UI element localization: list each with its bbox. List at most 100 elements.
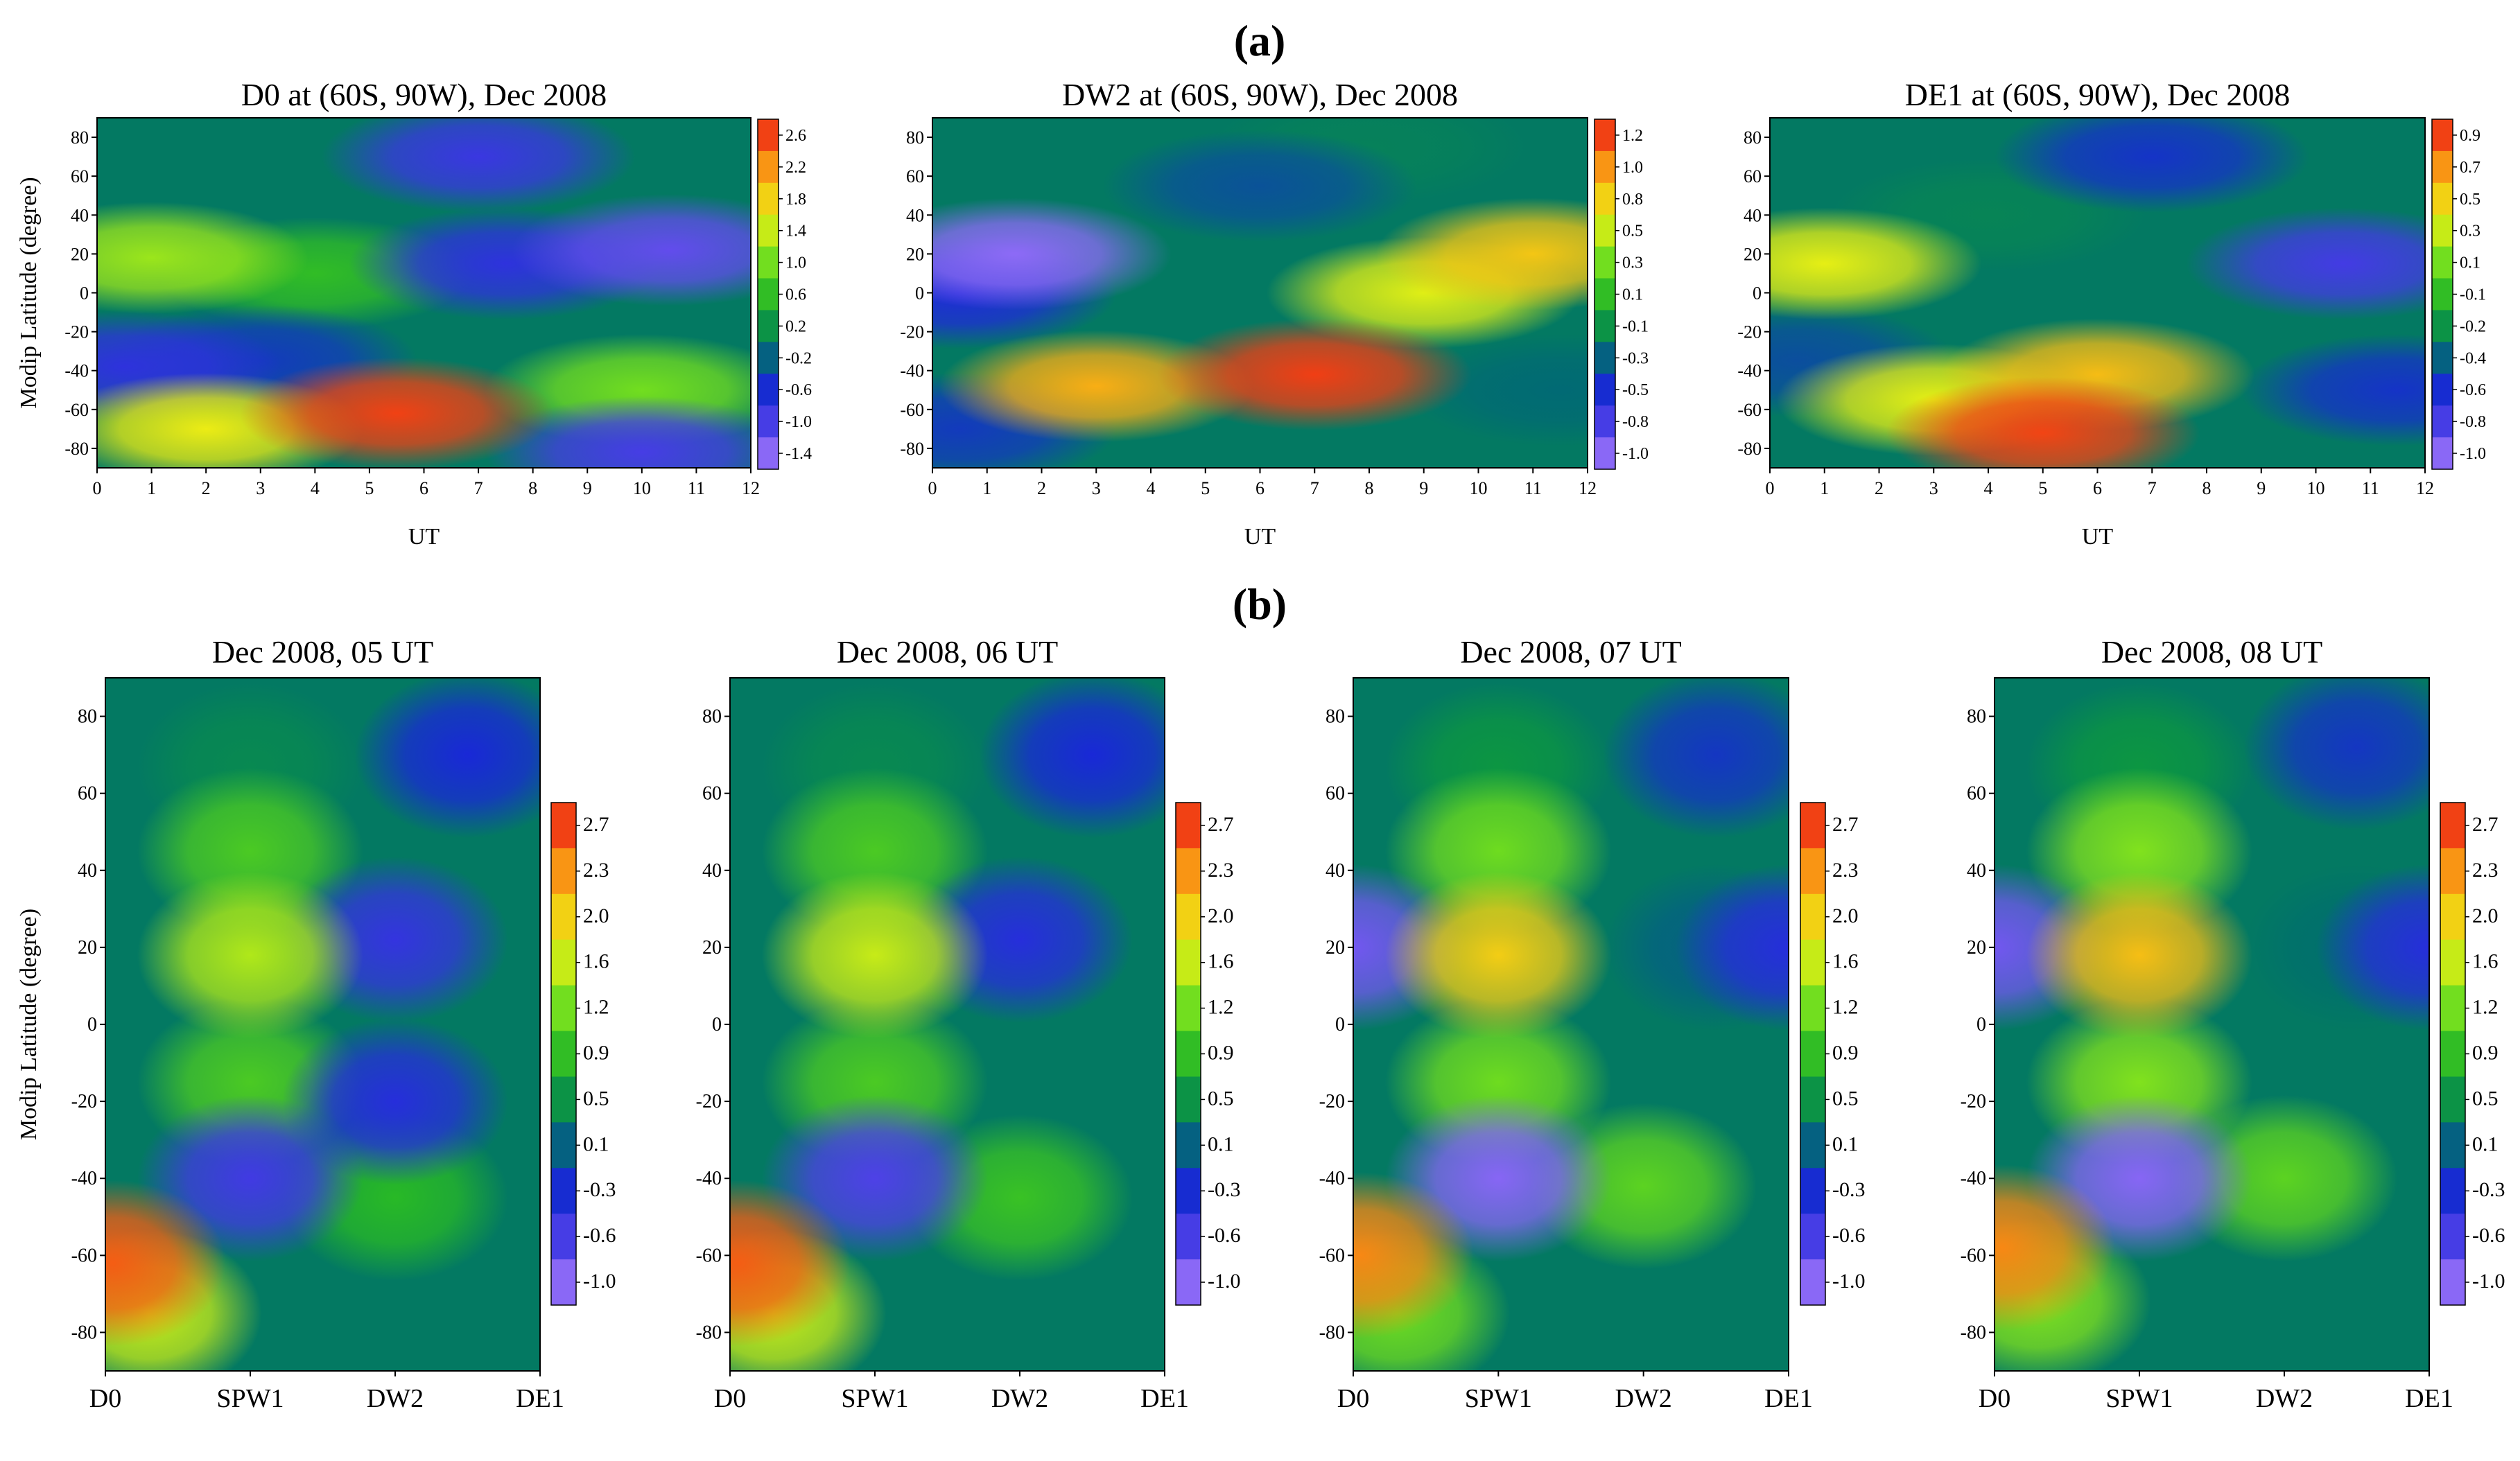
category-label: DE1 [1764,1384,1813,1413]
colorbar-label: -1.0 [1208,1270,1241,1293]
colorbar-label: -1.0 [2460,445,2486,463]
colorbar-segment [1800,1168,1825,1214]
colorbar-segment [2432,182,2453,216]
colorbar-segment [758,182,779,216]
y-tick-label: 40 [71,205,89,225]
y-tick-label: 0 [915,283,924,304]
colorbar-label: 1.4 [785,222,806,240]
y-tick-label: -20 [71,1091,97,1112]
colorbar-segment [1176,848,1201,895]
colorbar-segment [1594,182,1615,216]
y-tick-label: -20 [1319,1091,1345,1112]
colorbar-segment [551,1122,576,1169]
chart-title: DE1 at (60S, 90W), Dec 2008 [1905,77,2291,112]
colorbar-label: 0.5 [583,1087,609,1110]
y-tick-label: 0 [712,1014,722,1035]
chart-title: Dec 2008, 05 UT [212,634,433,670]
heatmap-field [1353,678,1789,1371]
colorbar-segment [2432,214,2453,247]
contour-blob [1995,118,2309,213]
heatmap-field [105,678,540,1371]
y-tick-label: 20 [906,244,924,264]
colorbar-segment [758,405,779,438]
y-tick-label: 0 [87,1014,97,1035]
colorbar-segment [551,1259,576,1306]
colorbar-segment [1800,1259,1825,1306]
colorbar-segment [551,1168,576,1214]
y-tick-label: -80 [1319,1322,1345,1343]
y-tick-label: 60 [702,783,722,805]
heatmap-field [1995,678,2429,1371]
colorbar-segment [758,119,779,152]
colorbar-segment [1594,246,1615,279]
x-tick-label: 5 [1201,478,1210,498]
colorbar-segment [1176,1168,1201,1214]
contour-blob [1353,1172,1474,1339]
x-tick-label: 4 [1147,478,1156,498]
colorbar-label: -0.3 [1832,1178,1866,1201]
colorbar-label: 1.6 [583,950,609,973]
x-tick-label: 12 [1579,478,1597,498]
y-axis-label: Modip Latitude (degree) [16,177,42,408]
colorbar-label: -0.4 [2460,349,2486,367]
contour-blob [730,1180,851,1347]
y-tick-label: -20 [64,322,89,342]
colorbar-segment [1800,1076,1825,1123]
colorbar-label: 0.3 [1622,254,1643,272]
x-tick-label: 10 [1470,478,1488,498]
y-tick-label: -80 [696,1322,722,1343]
x-tick-label: 9 [1419,478,1428,498]
y-tick-label: 80 [71,128,89,148]
category-label: DE1 [516,1384,564,1413]
colorbar-label: 2.3 [1832,859,1859,882]
colorbar-segment [1176,1259,1201,1306]
y-tick-label: -60 [1737,400,1762,420]
x-axis-label: UT [408,524,440,550]
category-label: DW2 [991,1384,1048,1413]
colorbar-label: -1.0 [583,1270,616,1293]
x-tick-label: 6 [2093,478,2102,498]
colorbar-segment [2432,119,2453,152]
y-tick-label: 20 [1744,244,1762,264]
colorbar-segment [2432,278,2453,310]
colorbar-segment [1176,893,1201,941]
x-tick-label: 3 [1092,478,1101,498]
colorbar-segment [551,985,576,1032]
y-tick-label: -40 [900,361,924,381]
colorbar-segment [1176,1122,1201,1169]
colorbar: 0.9 0.7 0.5 0.3 0.1 -0.1 -0.2 -0.4 -0.6 -0.8 -1.0 [2431,119,2486,470]
colorbar-segment [2440,1214,2465,1260]
y-tick-label: 60 [1967,783,1986,805]
category-label: D0 [89,1384,121,1413]
y-tick-label: 80 [1744,128,1762,148]
colorbar-label: 0.2 [785,317,806,335]
colorbar-label: 0.8 [1622,191,1643,209]
colorbar-segment [2432,150,2453,184]
colorbar-segment [2440,1122,2465,1169]
colorbar-segment [2440,803,2465,849]
x-tick-label: 11 [2362,478,2379,498]
colorbar-label: 2.3 [2472,859,2499,882]
colorbar-label: 2.0 [1208,904,1234,927]
x-tick-label: 12 [742,478,760,498]
colorbar-segment [1176,939,1201,986]
y-tick-label: -20 [900,322,924,342]
colorbar-label: -0.1 [1622,317,1649,335]
colorbar-segment [1594,342,1615,374]
colorbar-label: 2.7 [1208,813,1234,836]
contour-blob [137,872,364,1038]
colorbar-segment [1176,1214,1201,1260]
colorbar-segment [1800,1031,1825,1077]
y-tick-label: 0 [1335,1014,1345,1035]
colorbar-label: 2.3 [583,859,609,882]
colorbar: 2.7 2.3 2.0 1.6 1.2 0.9 0.5 0.1 -0.3 -0.6 -1.0 [1175,802,1241,1306]
colorbar-segment [2440,939,2465,986]
y-tick-label: 80 [906,128,924,148]
colorbar-segment [1176,985,1201,1032]
colorbar-label: 0.5 [1832,1087,1859,1110]
x-tick-label: 10 [2307,478,2325,498]
colorbar-label: -0.6 [1832,1224,1866,1247]
colorbar-label: -0.8 [1622,413,1649,431]
contour-blob [1375,198,1588,310]
x-tick-label: 12 [2416,478,2434,498]
